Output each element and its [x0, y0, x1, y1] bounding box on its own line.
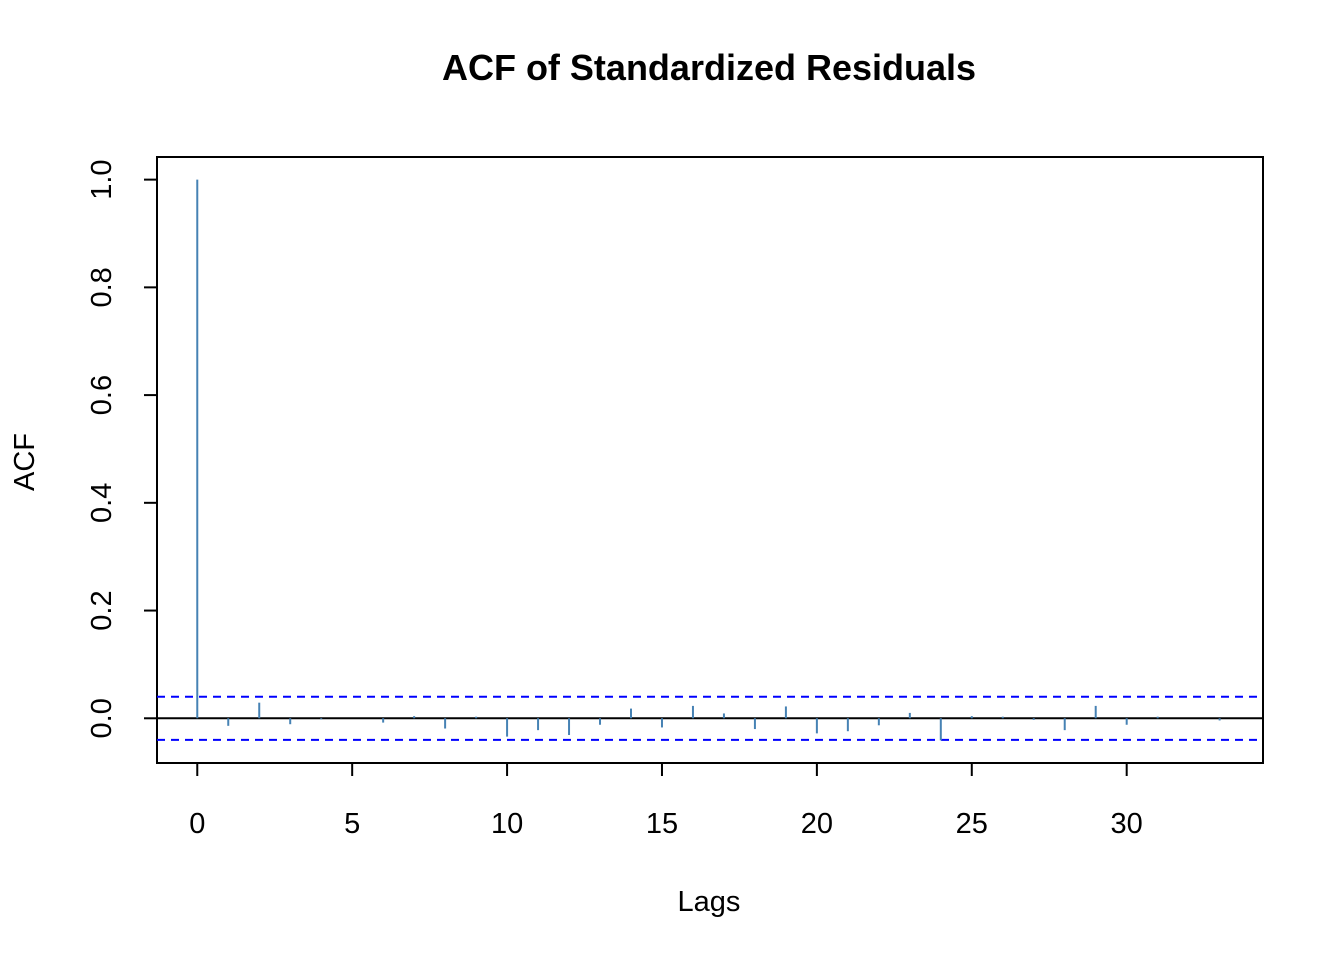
y-tick-label: 0.4: [86, 483, 118, 523]
reference-lines: [157, 695, 1263, 741]
x-axis: 0 5 10 15 20 25 30: [189, 762, 1143, 840]
y-axis-label: ACF: [9, 433, 41, 491]
x-tick-label: 0: [189, 808, 205, 840]
x-tick-label: 30: [1111, 808, 1143, 840]
chart-title: ACF of Standardized Residuals: [442, 47, 976, 88]
x-axis-label: Lags: [678, 886, 741, 918]
y-tick-label: 0.8: [86, 267, 118, 307]
x-tick-label: 10: [491, 808, 523, 840]
x-tick-label: 20: [801, 808, 833, 840]
y-tick-label: 0.2: [86, 590, 118, 630]
y-tick-label: 0.0: [86, 698, 118, 738]
plot-frame: [156, 156, 1264, 764]
y-tick-label: 0.6: [86, 375, 118, 415]
y-axis: 0.0 0.2 0.4 0.6 0.8 1.0: [86, 159, 158, 738]
x-tick-label: 15: [646, 808, 678, 840]
x-tick-label: 5: [344, 808, 360, 840]
y-tick-label: 1.0: [86, 159, 118, 199]
acf-spikes: [196, 179, 1221, 741]
x-tick-label: 25: [956, 808, 988, 840]
